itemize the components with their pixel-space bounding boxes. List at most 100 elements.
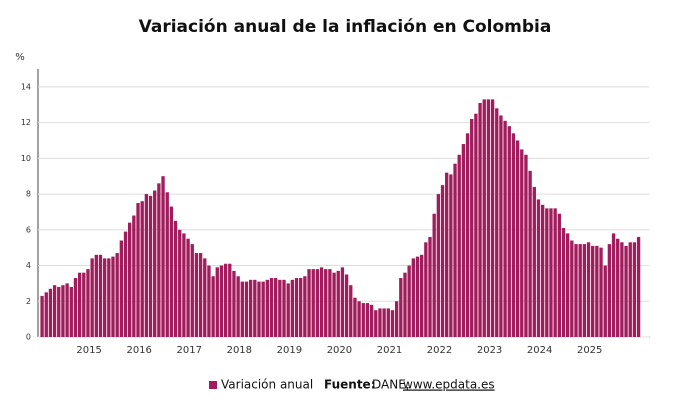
bar	[57, 286, 61, 337]
bar	[107, 258, 111, 337]
bar	[278, 279, 282, 337]
y-tick-label: 10	[21, 154, 31, 163]
bar	[153, 190, 157, 337]
bar	[632, 242, 637, 337]
bar	[236, 276, 240, 337]
chart-title: Variación anual de la inflación en Colom…	[139, 17, 552, 37]
x-tick-label: 2024	[527, 345, 552, 356]
bar	[111, 256, 115, 337]
bar	[215, 267, 219, 337]
bar	[240, 281, 244, 337]
bar	[144, 194, 149, 337]
x-tick-label: 2019	[277, 345, 302, 356]
x-tick-label: 2023	[477, 345, 502, 356]
bar	[40, 295, 44, 337]
bar	[561, 228, 566, 337]
bar	[507, 126, 511, 337]
bar	[582, 244, 587, 337]
bar	[532, 186, 536, 337]
bar	[182, 233, 186, 337]
bar	[553, 208, 557, 337]
bar	[415, 256, 420, 337]
bar	[119, 240, 124, 337]
bar	[207, 265, 211, 337]
bar	[73, 278, 78, 337]
bar	[407, 265, 411, 337]
bar	[198, 253, 203, 337]
bar	[490, 99, 495, 337]
bar	[595, 245, 599, 337]
bar	[465, 133, 470, 337]
bar	[495, 108, 499, 337]
bar	[599, 247, 603, 337]
bar	[303, 276, 307, 337]
bar	[94, 254, 98, 337]
bar	[86, 269, 90, 337]
x-tick-label: 2017	[177, 345, 202, 356]
bar	[394, 301, 399, 337]
bar	[324, 269, 328, 337]
bar	[223, 263, 228, 337]
bar	[499, 115, 503, 337]
y-tick-label: 14	[21, 82, 31, 91]
y-tick-label: 6	[26, 225, 31, 234]
x-tick-label: 2025	[577, 345, 602, 356]
bar	[511, 133, 516, 337]
x-tick-label: 2022	[427, 345, 452, 356]
bar	[470, 119, 474, 337]
bar	[536, 199, 541, 337]
bar	[628, 242, 632, 337]
bar	[557, 213, 561, 337]
bar	[624, 245, 628, 337]
bar	[428, 236, 432, 337]
bar	[244, 281, 249, 337]
bar	[232, 270, 236, 337]
x-tick-label: 2016	[126, 345, 151, 356]
bar	[453, 163, 457, 337]
bar	[620, 242, 624, 337]
bar	[574, 244, 578, 337]
y-tick-label: 12	[21, 118, 31, 127]
bar	[261, 281, 265, 337]
bar	[524, 154, 528, 337]
source-text: DANE,	[372, 378, 410, 392]
bar	[282, 279, 286, 337]
bar	[178, 229, 182, 337]
y-tick-label: 8	[26, 190, 31, 199]
bar	[474, 113, 478, 338]
bar	[265, 279, 270, 337]
source-link[interactable]: www.epdata.es	[403, 378, 495, 392]
bar	[115, 253, 119, 337]
bar	[77, 272, 82, 337]
bar	[157, 183, 161, 337]
y-tick-label: 2	[26, 297, 31, 306]
bar	[173, 220, 178, 337]
bar	[378, 308, 382, 337]
bar	[382, 308, 386, 337]
bar	[549, 208, 553, 337]
bar	[328, 269, 332, 337]
bar	[169, 206, 174, 337]
bar	[611, 233, 616, 337]
bar	[128, 222, 132, 337]
bar	[591, 245, 595, 337]
bar	[361, 303, 365, 337]
bar	[290, 279, 295, 337]
bar	[545, 208, 549, 337]
bar	[294, 278, 299, 337]
bar	[565, 233, 570, 337]
bar	[52, 285, 57, 337]
bar	[194, 253, 199, 337]
bar	[386, 308, 390, 337]
bar	[586, 242, 591, 337]
bar	[515, 140, 520, 337]
bar	[457, 154, 461, 337]
bar	[299, 278, 303, 337]
bar	[332, 272, 336, 337]
bar	[190, 244, 194, 337]
bar	[349, 285, 353, 337]
bar	[211, 276, 215, 337]
bar	[132, 215, 136, 337]
bar	[307, 269, 311, 337]
bar	[403, 272, 407, 337]
